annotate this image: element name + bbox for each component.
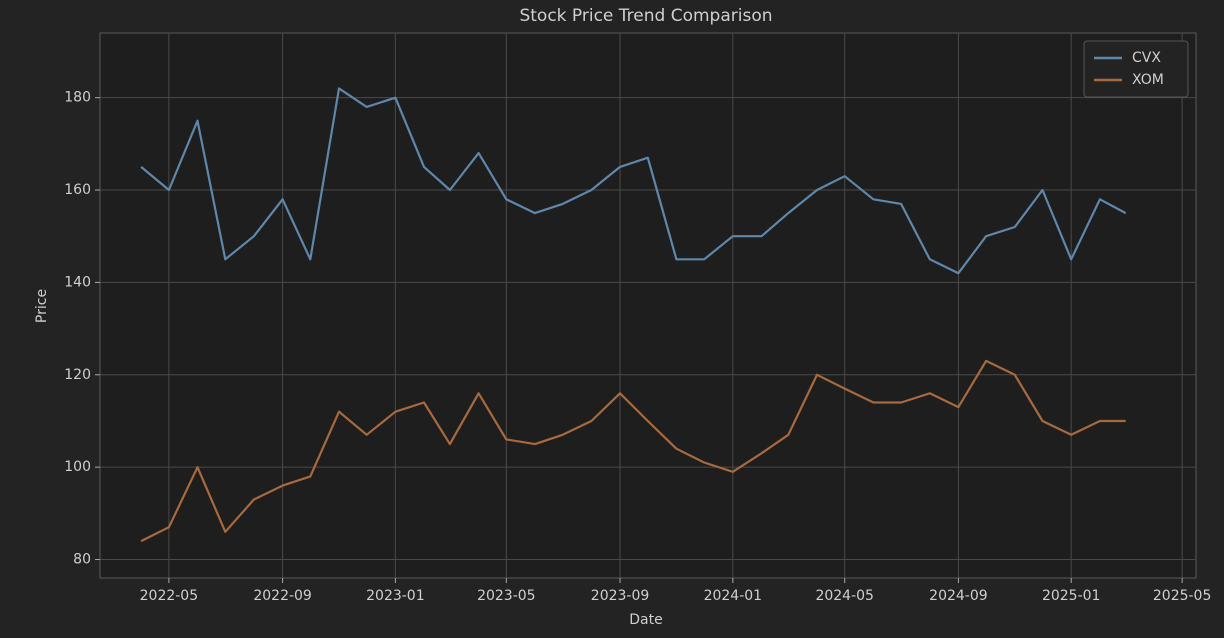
x-tick-label: 2024-01	[704, 588, 763, 604]
x-axis-label: Date	[629, 612, 662, 628]
y-tick-label: 140	[64, 274, 91, 290]
x-tick-label: 2024-09	[929, 588, 988, 604]
legend-label: XOM	[1132, 72, 1164, 88]
x-tick-label: 2024-05	[815, 588, 874, 604]
x-tick-label: 2022-09	[253, 588, 312, 604]
legend-label: CVX	[1132, 50, 1161, 66]
x-tick-label: 2023-05	[477, 588, 536, 604]
line-series	[140, 87, 1127, 275]
y-tick-label: 100	[64, 459, 91, 475]
y-tick-label: 120	[64, 367, 91, 383]
y-tick-label: 180	[64, 90, 91, 106]
x-tick-label: 2023-09	[591, 588, 650, 604]
x-tick-label: 2023-01	[366, 588, 425, 604]
line-series	[140, 359, 1126, 543]
y-tick-label: 80	[73, 552, 91, 568]
x-tick-label: 2025-05	[1153, 588, 1212, 604]
y-tick-label: 160	[64, 182, 91, 198]
chart-title: Stock Price Trend Comparison	[519, 6, 772, 26]
x-tick-label: 2025-01	[1042, 588, 1101, 604]
plot-area	[99, 32, 1197, 579]
legend-box	[1083, 40, 1189, 98]
x-tick-label: 2022-05	[140, 588, 199, 604]
y-axis-label: Price	[34, 289, 50, 323]
